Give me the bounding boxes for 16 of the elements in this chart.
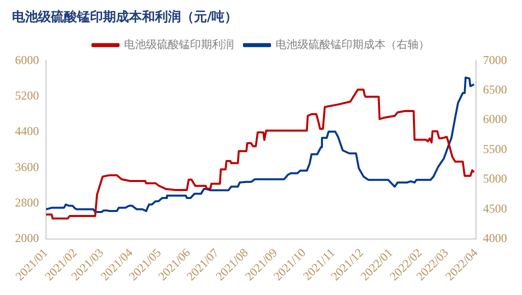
y-tick-label: 6000 [15,52,39,67]
legend-label: 电池级硫酸锰印期利润 [124,38,234,51]
y2-tick-label: 6500 [483,82,507,96]
y-tick-label: 4400 [15,124,39,138]
y2-tick-label: 6000 [483,112,507,126]
y2-tick-label: 5500 [483,142,507,156]
y2-tick-label: 4500 [483,201,507,216]
legend-label: 电池级硫酸锰印期成本（右轴） [276,38,430,51]
y-tick-label: 5200 [15,88,39,102]
y-tick-label: 2000 [15,231,39,246]
y2-tick-label: 5000 [483,172,507,186]
y-tick-label: 2800 [15,195,39,210]
y2-tick-label: 7000 [483,52,507,67]
y-tick-label: 3600 [15,160,39,174]
y2-tick-label: 4000 [483,231,507,246]
chart-title: 电池级硫酸锰印期成本和利润（元/吨） [12,9,238,26]
